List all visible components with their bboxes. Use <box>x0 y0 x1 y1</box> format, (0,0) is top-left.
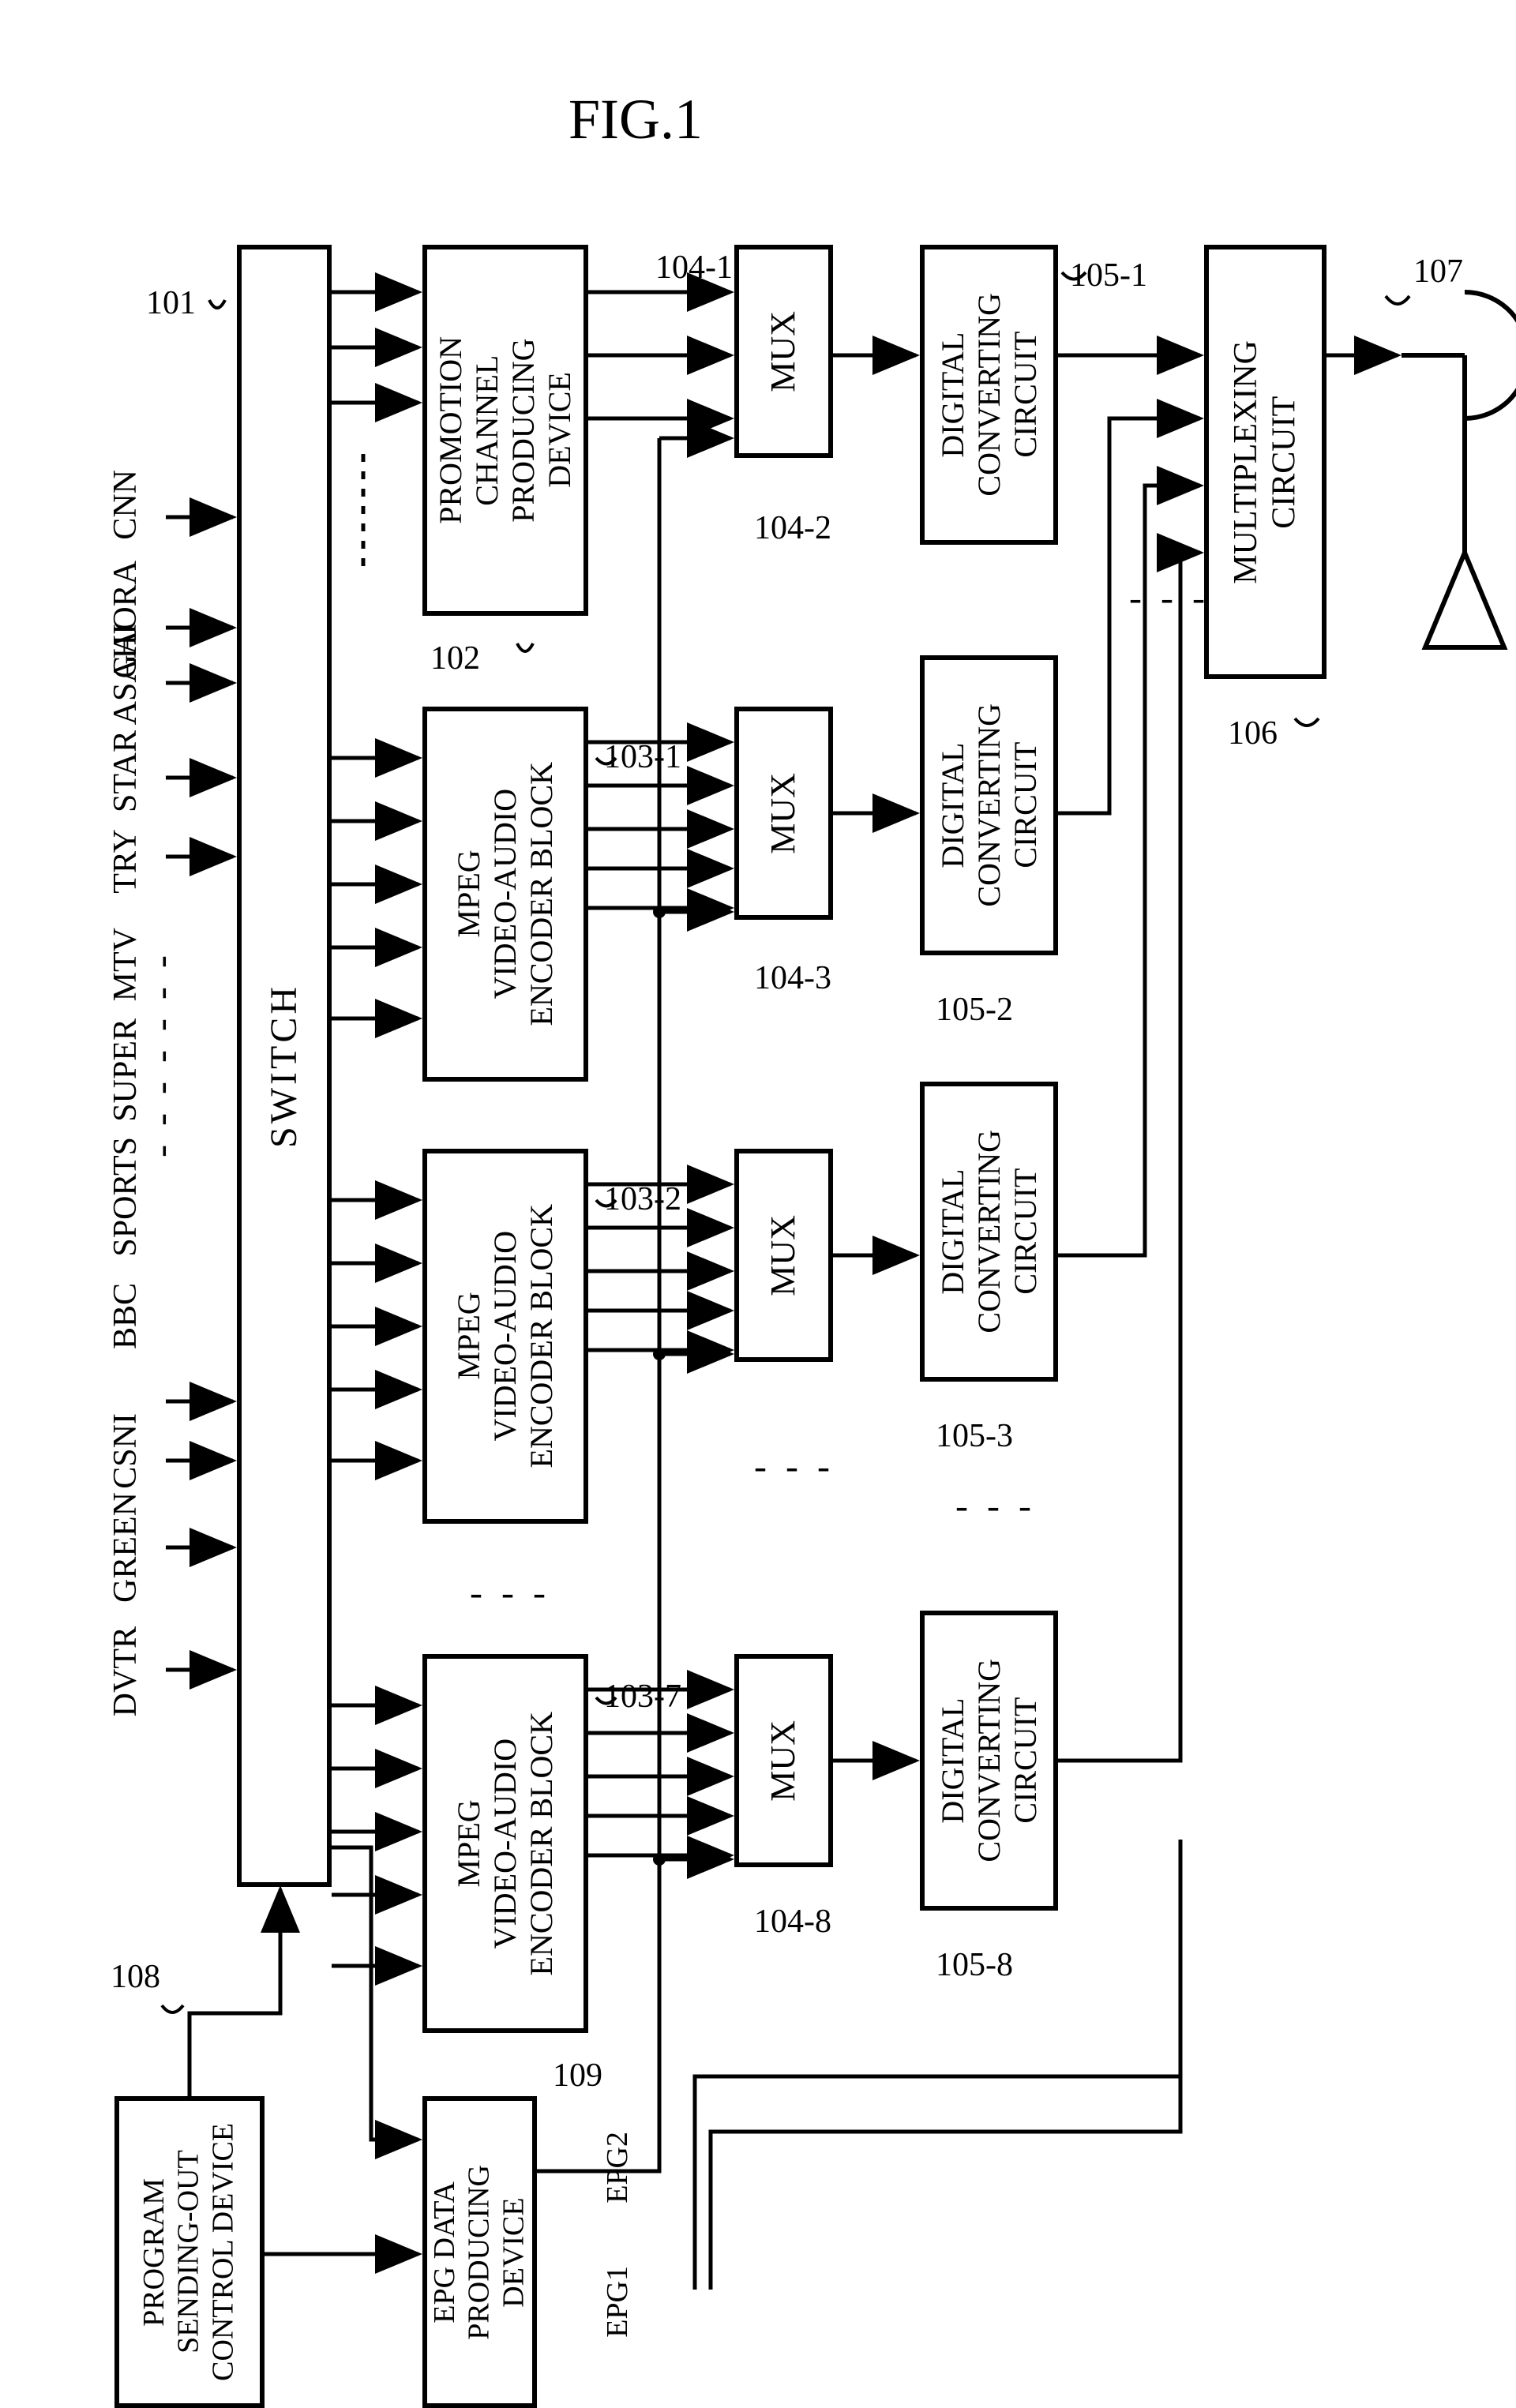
input-super: SUPER <box>107 1018 144 1122</box>
dcc-2: DIGITAL CONVERTING CIRCUIT <box>920 655 1058 955</box>
input-dvtr: DVTR <box>107 1626 144 1716</box>
dcc-3-label: DIGITAL CONVERTING CIRCUIT <box>935 1130 1044 1333</box>
dcc-2-label: DIGITAL CONVERTING CIRCUIT <box>935 703 1044 907</box>
ref-101: 101 <box>146 284 196 322</box>
program-ctrl-block: PROGRAM SENDING-OUT CONTROL DEVICE <box>114 2096 265 2408</box>
input-try: TRY <box>107 829 144 894</box>
encoder-1: MPEG VIDEO-AUDIO ENCODER BLOCK <box>422 707 588 1082</box>
mux-8-label: MUX <box>764 1720 804 1802</box>
input-mtv: MTV <box>107 928 144 1001</box>
ref-103-1: 103-1 <box>604 738 681 776</box>
encoder-1-label: MPEG VIDEO-AUDIO ENCODER BLOCK <box>451 762 560 1026</box>
dcc-8: DIGITAL CONVERTING CIRCUIT <box>920 1611 1058 1911</box>
mux-3-label: MUX <box>764 1215 804 1296</box>
switch-block: SWITCH <box>237 245 332 1887</box>
multiplex-dots: - - - <box>1129 576 1210 620</box>
input-csni: CSNI <box>107 1413 144 1489</box>
dcc-1: DIGITAL CONVERTING CIRCUIT <box>920 245 1058 545</box>
promo-block: PROMOTION CHANNEL PRODUCING DEVICE <box>422 245 588 616</box>
promo-label: PROMOTION CHANNEL PRODUCING DEVICE <box>433 336 578 524</box>
mux-1: MUX <box>734 245 833 458</box>
mux-3: MUX <box>734 1149 833 1362</box>
mux-2: MUX <box>734 707 833 920</box>
ref-105-8: 105-8 <box>936 1946 1013 1984</box>
epg1-label: EPG1 <box>600 2266 635 2338</box>
encoder-2-label: MPEG VIDEO-AUDIO ENCODER BLOCK <box>451 1204 560 1468</box>
input-sports: SPORTS <box>107 1137 144 1257</box>
ref-105-2: 105-2 <box>936 991 1013 1029</box>
program-ctrl-label: PROGRAM SENDING-OUT CONTROL DEVICE <box>137 2123 241 2381</box>
input-star: STAR <box>107 730 144 812</box>
ref-104-2: 104-2 <box>754 509 831 547</box>
encoder-7: MPEG VIDEO-AUDIO ENCODER BLOCK <box>422 1654 588 2033</box>
multiplex-label: MULTIPLEXING CIRCUIT <box>1227 340 1304 584</box>
ref-104-8: 104-8 <box>754 1903 831 1941</box>
ref-105-1: 105-1 <box>1070 257 1147 294</box>
ref-105-3: 105-3 <box>936 1417 1013 1455</box>
dcc-8-label: DIGITAL CONVERTING CIRCUIT <box>935 1659 1044 1862</box>
ref-104-1: 104-1 <box>655 249 733 287</box>
input-cnn: CNN <box>107 470 144 540</box>
input-bbc: BBC <box>107 1283 144 1349</box>
ref-107: 107 <box>1413 253 1463 291</box>
ref-104-3: 104-3 <box>754 959 831 997</box>
ref-103-2: 103-2 <box>604 1180 681 1218</box>
input-asahi: ASAHI <box>107 624 144 725</box>
dcc-1-label: DIGITAL CONVERTING CIRCUIT <box>935 293 1044 497</box>
ref-109: 109 <box>553 2057 602 2095</box>
dcc-dots: - - - <box>955 1484 1036 1528</box>
ref-103-7: 103-7 <box>604 1678 681 1716</box>
mux-8: MUX <box>734 1654 833 1867</box>
encoder-7-label: MPEG VIDEO-AUDIO ENCODER BLOCK <box>451 1712 560 1975</box>
mux-1-label: MUX <box>764 311 804 392</box>
epg-label: EPG DATA PRODUCING DEVICE <box>428 2165 531 2340</box>
figure-title: FIG.1 <box>568 87 703 152</box>
input-green: GREEN <box>107 1492 144 1603</box>
encoder-dots: - - - <box>470 1571 550 1615</box>
dcc-3: DIGITAL CONVERTING CIRCUIT <box>920 1082 1058 1382</box>
mux-dots: - - - <box>754 1445 835 1488</box>
multiplex-block: MULTIPLEXING CIRCUIT <box>1204 245 1326 679</box>
switch-label: SWITCH <box>262 984 306 1148</box>
epg-block: EPG DATA PRODUCING DEVICE <box>422 2096 537 2408</box>
mux-2-label: MUX <box>764 773 804 854</box>
ref-108: 108 <box>111 1958 160 1996</box>
ref-102: 102 <box>430 640 480 677</box>
encoder-2: MPEG VIDEO-AUDIO ENCODER BLOCK <box>422 1149 588 1524</box>
epg2-label: EPG2 <box>600 2132 635 2204</box>
ref-106: 106 <box>1228 715 1278 752</box>
input-dots: - - - - - - - <box>146 955 190 1162</box>
